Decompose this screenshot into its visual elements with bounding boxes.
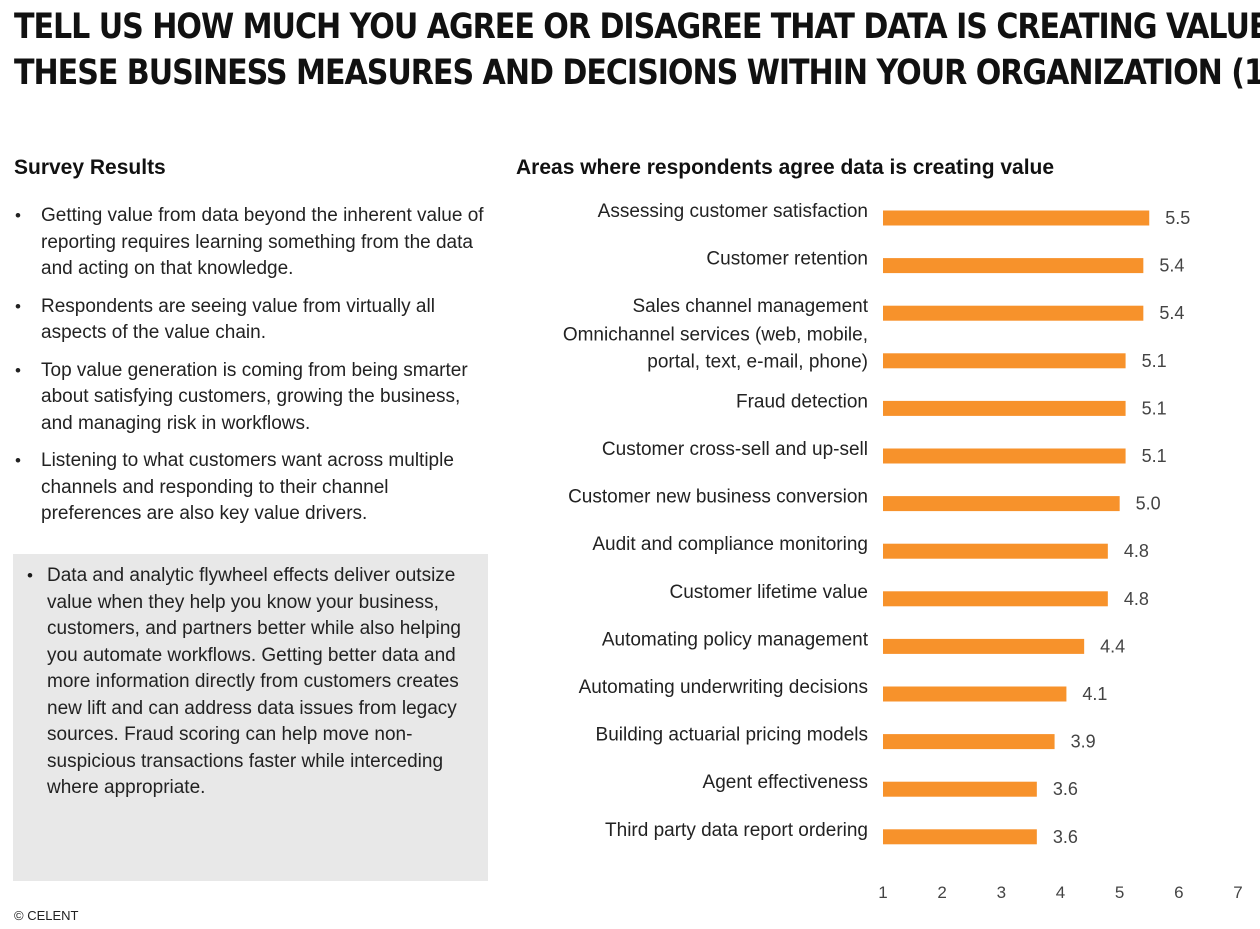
bar <box>883 448 1126 464</box>
category-label: Automating policy management <box>602 629 869 650</box>
value-label: 5.1 <box>1142 446 1167 466</box>
bar <box>883 353 1126 369</box>
category-label: Third party data report ordering <box>605 820 868 841</box>
bar <box>883 829 1037 845</box>
x-tick-label: 2 <box>937 883 946 902</box>
bar <box>883 781 1037 797</box>
headline-line-1: TELL US HOW MUCH YOU AGREE OR DISAGREE T… <box>14 7 1260 47</box>
x-tick-label: 4 <box>1056 883 1065 902</box>
value-label: 5.1 <box>1142 351 1167 371</box>
bar <box>883 496 1120 512</box>
value-label: 3.6 <box>1053 827 1078 847</box>
bar <box>883 210 1150 226</box>
x-tick-label: 7 <box>1233 883 1242 902</box>
value-label: 5.5 <box>1165 208 1190 228</box>
x-tick-label: 6 <box>1174 883 1183 902</box>
x-tick-label: 3 <box>997 883 1006 902</box>
category-label-line: Automating policy management <box>602 629 869 650</box>
category-label-line: Fraud detection <box>736 391 868 412</box>
value-label: 3.9 <box>1071 732 1096 752</box>
bar <box>883 258 1144 274</box>
survey-results-heading: Survey Results <box>14 156 166 179</box>
category-label-line: Omnichannel services (web, mobile, <box>563 324 868 345</box>
value-label: 5.4 <box>1159 256 1184 276</box>
survey-bullet: Getting value from data beyond the inher… <box>14 203 484 283</box>
category-label-line: portal, text, e-mail, phone) <box>647 351 868 372</box>
value-label: 4.4 <box>1100 636 1125 656</box>
category-label: Assessing customer satisfaction <box>598 201 868 222</box>
callout-text: Data and analytic flywheel effects deliv… <box>47 565 462 798</box>
survey-bullet: Respondents are seeing value from virtua… <box>14 294 484 347</box>
bar <box>883 400 1126 416</box>
category-label-line: Customer retention <box>706 249 868 270</box>
callout-box: • Data and analytic flywheel effects del… <box>13 554 488 881</box>
category-label-line: Sales channel management <box>632 296 868 317</box>
page-headline: TELL US HOW MUCH YOU AGREE OR DISAGREE T… <box>14 4 1260 96</box>
category-label: Building actuarial pricing models <box>596 725 868 746</box>
callout-bullet-mark: • <box>27 566 33 585</box>
category-label-line: Building actuarial pricing models <box>596 725 868 746</box>
category-label: Audit and compliance monitoring <box>592 534 868 555</box>
survey-bullet: Listening to what customers want across … <box>14 448 484 528</box>
survey-bullet-list: Getting value from data beyond the inher… <box>14 203 484 539</box>
value-label: 4.8 <box>1124 541 1149 561</box>
x-tick-label: 1 <box>878 883 887 902</box>
category-label: Customer new business conversion <box>568 487 868 508</box>
bar <box>883 734 1055 750</box>
value-label: 5.4 <box>1159 303 1184 323</box>
category-label-line: Assessing customer satisfaction <box>598 201 868 222</box>
category-label: Automating underwriting decisions <box>579 677 868 698</box>
x-tick-label: 5 <box>1115 883 1124 902</box>
category-label: Omnichannel services (web, mobile, portal… <box>563 324 868 372</box>
category-label-line: Automating underwriting decisions <box>579 677 868 698</box>
category-label: Sales channel management <box>632 296 868 317</box>
value-label: 3.6 <box>1053 779 1078 799</box>
category-label-line: Third party data report ordering <box>605 820 868 841</box>
value-label: 4.1 <box>1082 684 1107 704</box>
headline-line-2: THESE BUSINESS MEASURES AND DECISIONS WI… <box>14 53 1260 93</box>
value-label: 5.1 <box>1142 398 1167 418</box>
category-label: Customer lifetime value <box>669 582 868 603</box>
bar <box>883 638 1085 654</box>
category-label-line: Customer cross-sell and up-sell <box>602 439 868 460</box>
category-label: Fraud detection <box>736 391 868 412</box>
category-label: Customer retention <box>706 249 868 270</box>
category-label-line: Audit and compliance monitoring <box>592 534 868 555</box>
copyright-notice: © CELENT <box>14 908 79 923</box>
category-label-line: Customer lifetime value <box>669 582 868 603</box>
chart-title: Areas where respondents agree data is cr… <box>516 156 1055 179</box>
survey-bullet: Top value generation is coming from bein… <box>14 358 484 438</box>
category-label: Customer cross-sell and up-sell <box>602 439 868 460</box>
bar <box>883 543 1108 559</box>
value-label: 4.8 <box>1124 589 1149 609</box>
value-label: 5.0 <box>1136 494 1161 514</box>
bar <box>883 305 1144 321</box>
bar-chart: Assessing customer satisfaction 5.5 Custom… <box>563 201 1243 902</box>
category-label-line: Customer new business conversion <box>568 487 868 508</box>
bar <box>883 686 1067 702</box>
category-label: Agent effectiveness <box>703 772 868 793</box>
category-label-line: Agent effectiveness <box>703 772 868 793</box>
bar <box>883 591 1108 607</box>
